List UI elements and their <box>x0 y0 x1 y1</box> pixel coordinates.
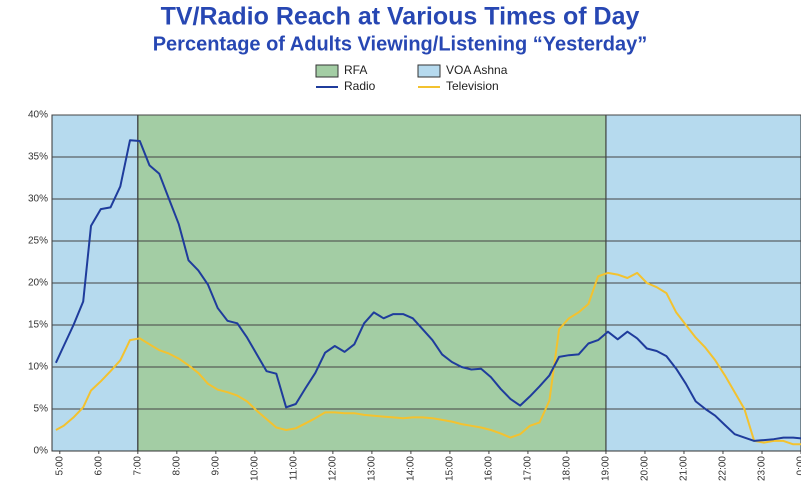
x-tick-label: 18:00 <box>562 456 573 481</box>
series-line <box>55 271 801 446</box>
x-tick-label: 6:00 <box>93 456 104 476</box>
x-tick-label: 13:00 <box>367 456 378 481</box>
x-tick-label: 19:00 <box>601 456 612 481</box>
legend-label: Television <box>446 79 499 93</box>
x-tick-label: 0:00 <box>796 456 801 476</box>
legend-swatch <box>417 64 441 78</box>
y-tick-label: 10% <box>28 362 48 373</box>
x-tick-label: 14:00 <box>406 456 417 481</box>
legend-label: RFA <box>344 63 367 77</box>
y-tick-label: 0% <box>34 446 49 457</box>
y-tick-label: 30% <box>28 194 48 205</box>
x-tick-label: 17:00 <box>523 456 534 481</box>
y-tick-label: 5% <box>34 404 49 415</box>
x-tick-label: 9:00 <box>210 456 221 476</box>
x-tick-label: 20:00 <box>640 456 651 481</box>
x-tick-label: 8:00 <box>171 456 182 476</box>
y-tick-label: 20% <box>28 278 48 289</box>
legend-label: VOA Ashna <box>446 63 508 77</box>
x-tick-label: 21:00 <box>679 456 690 481</box>
y-tick-label: 35% <box>28 152 48 163</box>
legend-swatch <box>315 64 339 78</box>
x-tick-label: 16:00 <box>484 456 495 481</box>
x-tick-label: 12:00 <box>328 456 339 481</box>
y-tick-label: 40% <box>28 110 48 121</box>
x-tick-label: 7:00 <box>132 456 143 476</box>
x-tick-label: 15:00 <box>445 456 456 481</box>
series-line <box>54 139 801 442</box>
x-tick-label: 5:00 <box>54 456 65 476</box>
y-tick-label: 25% <box>28 236 48 247</box>
x-tick-label: 23:00 <box>757 456 768 481</box>
x-tick-label: 22:00 <box>718 456 729 481</box>
x-tick-label: 10:00 <box>249 456 260 481</box>
x-tick-label: 11:00 <box>289 456 300 481</box>
y-tick-label: 15% <box>28 320 48 331</box>
chart-title: TV/Radio Reach at Various Times of Day <box>161 3 640 31</box>
chart-subtitle: Percentage of Adults Viewing/Listening “… <box>153 33 648 55</box>
legend-label: Radio <box>344 79 376 93</box>
